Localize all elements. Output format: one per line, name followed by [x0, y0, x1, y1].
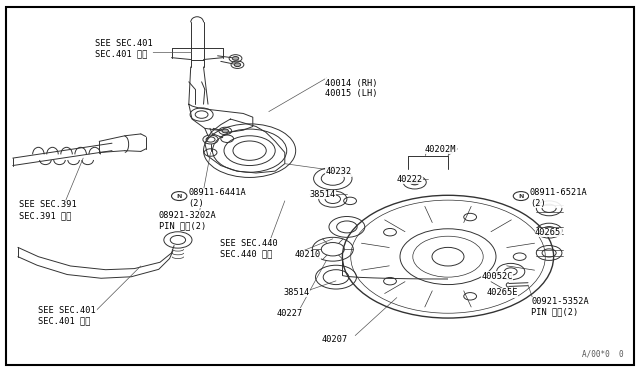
Text: N: N: [518, 193, 524, 199]
Circle shape: [410, 180, 419, 185]
Circle shape: [222, 129, 228, 133]
Text: 38514: 38514: [309, 190, 335, 199]
Text: 40014 (RH)
40015 (LH): 40014 (RH) 40015 (LH): [325, 79, 378, 98]
Text: 00921-5352A
PIN ピン(2): 00921-5352A PIN ピン(2): [531, 297, 589, 317]
Text: 08921-3202A
PIN ピン(2): 08921-3202A PIN ピン(2): [159, 211, 216, 230]
Circle shape: [232, 57, 239, 60]
Text: N: N: [177, 193, 182, 199]
Text: 08911-6441A
(2): 08911-6441A (2): [188, 188, 246, 208]
Text: 40232: 40232: [325, 167, 351, 176]
Text: SEE SEC.391
SEC.391 参照: SEE SEC.391 SEC.391 参照: [19, 201, 77, 220]
Text: A/00*0  0: A/00*0 0: [582, 350, 624, 359]
Text: 40222: 40222: [397, 175, 423, 184]
Text: 08911-6521A
(2): 08911-6521A (2): [530, 188, 588, 208]
Text: SEE SEC.401
SEC.401 参照: SEE SEC.401 SEC.401 参照: [95, 39, 152, 59]
Text: 40265E: 40265E: [486, 288, 518, 297]
Text: 38514: 38514: [284, 288, 310, 296]
Text: 40210: 40210: [294, 250, 321, 259]
Circle shape: [234, 63, 241, 67]
Text: 40227: 40227: [276, 309, 303, 318]
Text: SEE SEC.440
SEC.440 参照: SEE SEC.440 SEC.440 参照: [220, 239, 278, 258]
Text: 40052C: 40052C: [481, 272, 513, 280]
Text: 40202M: 40202M: [425, 145, 456, 154]
Text: 40207: 40207: [322, 335, 348, 344]
Text: 40265: 40265: [535, 228, 561, 237]
Text: SEE SEC.401
SEC.401 参照: SEE SEC.401 SEC.401 参照: [38, 306, 96, 325]
